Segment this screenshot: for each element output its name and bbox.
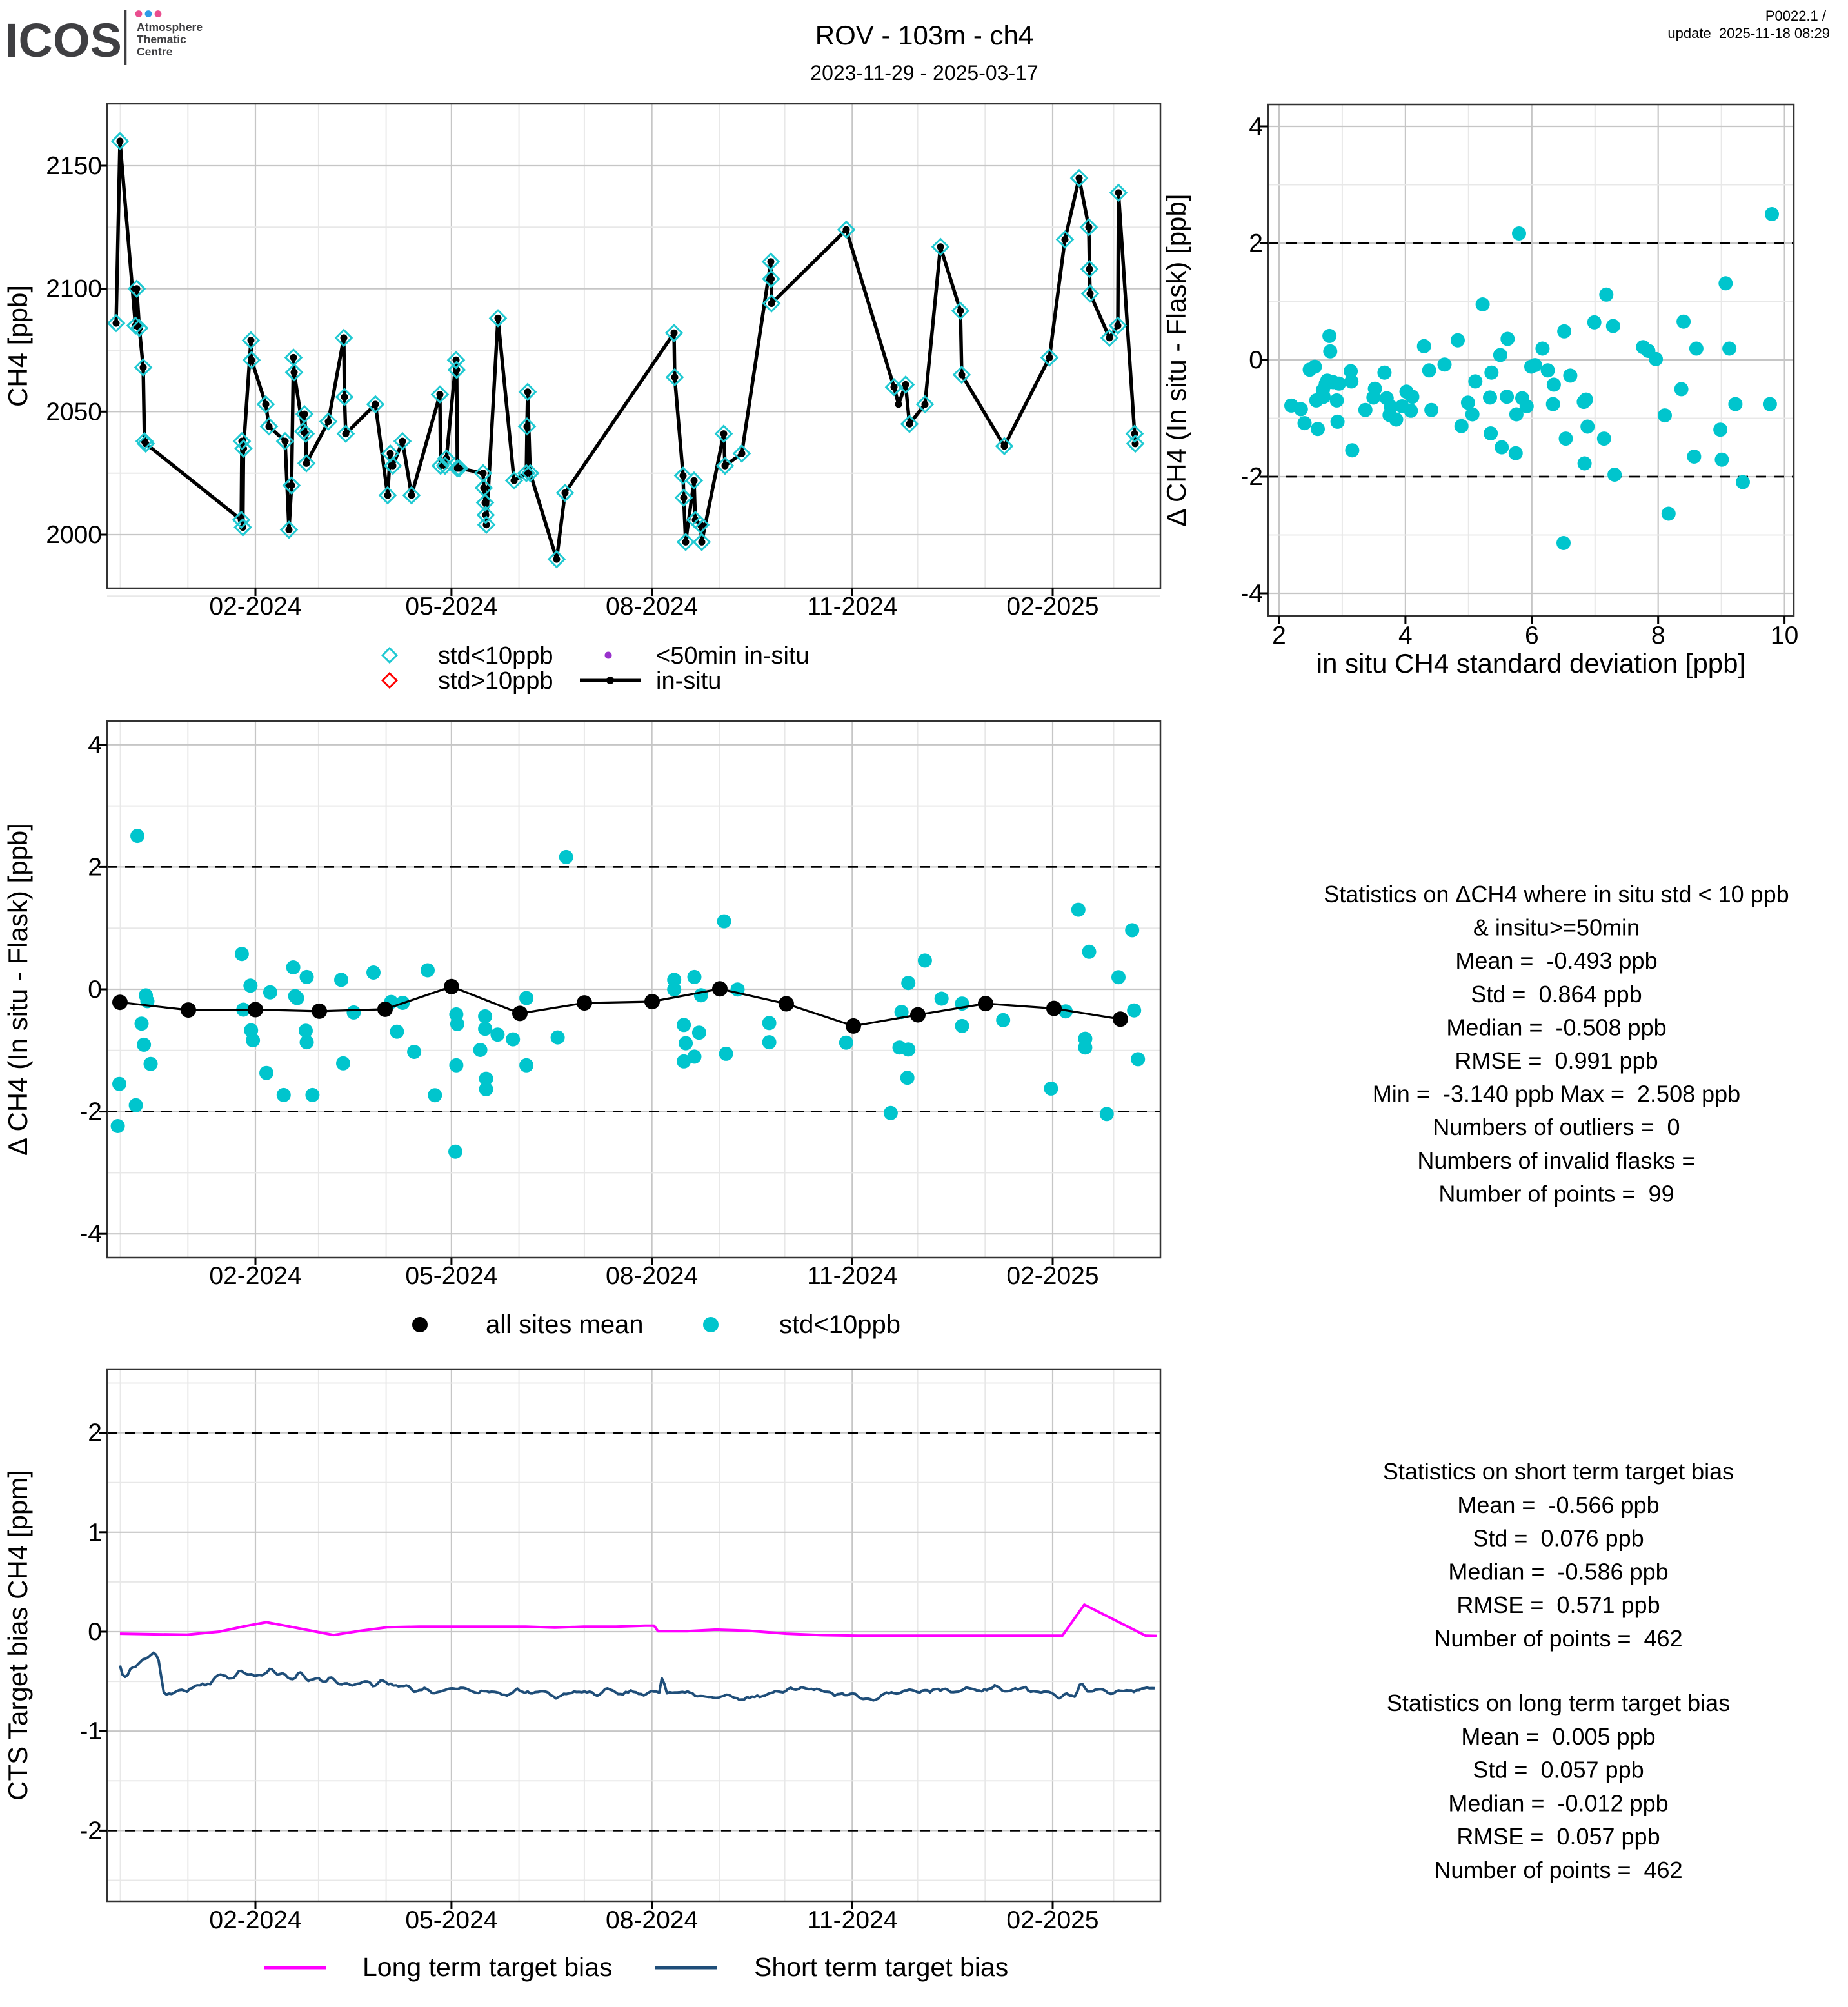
svg-text:Number of points = 462: Number of points = 462 [1434, 1857, 1682, 1883]
svg-text:2000: 2000 [46, 521, 102, 549]
svg-text:RMSE = 0.057 ppb: RMSE = 0.057 ppb [1456, 1823, 1660, 1850]
svg-text:RMSE = 0.571 ppb: RMSE = 0.571 ppb [1456, 1592, 1660, 1618]
svg-text:-1: -1 [79, 1717, 102, 1745]
svg-text:Long term target bias: Long term target bias [363, 1952, 612, 1982]
svg-text:& insitu>=50min: & insitu>=50min [1473, 915, 1640, 941]
svg-text:05-2024: 05-2024 [405, 593, 497, 620]
svg-text:Thematic: Thematic [137, 33, 186, 46]
svg-text:08-2024: 08-2024 [606, 1262, 698, 1290]
svg-text:2050: 2050 [46, 398, 102, 426]
svg-text:02-2025: 02-2025 [1006, 1906, 1098, 1934]
svg-text:11-2024: 11-2024 [807, 593, 897, 620]
svg-text:11-2024: 11-2024 [807, 1262, 897, 1290]
svg-text:all sites mean: all sites mean [486, 1310, 644, 1339]
svg-text:Median = -0.012 ppb: Median = -0.012 ppb [1448, 1790, 1668, 1816]
svg-text:-4: -4 [1240, 580, 1263, 608]
svg-text:Mean = 0.005 ppb: Mean = 0.005 ppb [1461, 1723, 1655, 1750]
svg-text:0: 0 [88, 976, 102, 1004]
svg-text:in-situ: in-situ [656, 667, 721, 695]
svg-text:4: 4 [88, 731, 102, 759]
svg-text:02-2024: 02-2024 [209, 593, 301, 620]
svg-text:Std = 0.864 ppb: Std = 0.864 ppb [1471, 981, 1642, 1007]
svg-text:-2: -2 [79, 1817, 102, 1844]
svg-text:Statistics on short term targe: Statistics on short term target bias [1383, 1458, 1734, 1485]
svg-text:2150: 2150 [46, 152, 102, 180]
svg-text:Median = -0.508 ppb: Median = -0.508 ppb [1446, 1014, 1666, 1040]
svg-text:2: 2 [1249, 230, 1263, 257]
svg-text:Short term target bias: Short term target bias [754, 1952, 1008, 1982]
svg-text:2: 2 [88, 853, 102, 881]
svg-text:Δ CH4 (In situ - Flask) [ppb]: Δ CH4 (In situ - Flask) [ppb] [3, 823, 33, 1156]
svg-text:08-2024: 08-2024 [606, 1906, 698, 1934]
svg-text:4: 4 [1249, 113, 1263, 141]
svg-text:Std = 0.057 ppb: Std = 0.057 ppb [1473, 1757, 1644, 1783]
svg-text:CTS Target bias CH4 [ppm]: CTS Target bias CH4 [ppm] [3, 1470, 33, 1801]
svg-text:4: 4 [1398, 622, 1413, 649]
svg-text:02-2024: 02-2024 [209, 1906, 301, 1934]
svg-text:08-2024: 08-2024 [606, 593, 698, 620]
svg-text:-2: -2 [79, 1098, 102, 1126]
svg-text:std<10ppb: std<10ppb [438, 642, 553, 669]
svg-text:8: 8 [1651, 622, 1665, 649]
svg-text:-4: -4 [79, 1220, 102, 1248]
svg-text:<50min in-situ: <50min in-situ [656, 642, 810, 669]
svg-text:Statistics on ΔCH4 where in si: Statistics on ΔCH4 where in situ std < 1… [1324, 881, 1789, 907]
svg-text:ROV - 103m - ch4: ROV - 103m - ch4 [815, 20, 1033, 50]
svg-text:Atmosphere: Atmosphere [137, 21, 203, 34]
svg-text:02-2024: 02-2024 [209, 1262, 301, 1290]
svg-text:Median = -0.586 ppb: Median = -0.586 ppb [1448, 1558, 1668, 1585]
svg-text:2023-11-29 - 2025-03-17: 2023-11-29 - 2025-03-17 [810, 61, 1038, 84]
svg-text:1: 1 [88, 1519, 102, 1547]
svg-text:0: 0 [88, 1618, 102, 1646]
svg-text:Numbers of outliers = 0: Numbers of outliers = 0 [1433, 1114, 1680, 1140]
svg-text:2: 2 [1272, 622, 1286, 649]
svg-text:Min = -3.140 ppb Max = 2.508: Min = -3.140 ppb Max = 2.508 ppb [1373, 1081, 1740, 1107]
svg-text:05-2024: 05-2024 [405, 1262, 497, 1290]
svg-text:in situ CH4 standard deviation: in situ CH4 standard deviation [ppb] [1316, 648, 1745, 678]
svg-text:02-2025: 02-2025 [1006, 1262, 1098, 1290]
svg-text:0: 0 [1249, 346, 1263, 374]
svg-text:Number of points = 99: Number of points = 99 [1438, 1180, 1674, 1207]
svg-text:Number of points = 462: Number of points = 462 [1434, 1625, 1682, 1652]
svg-text:Mean = -0.566 ppb: Mean = -0.566 ppb [1457, 1492, 1659, 1518]
svg-text:Std = 0.076 ppb: Std = 0.076 ppb [1473, 1525, 1644, 1552]
svg-text:Mean = -0.493 ppb: Mean = -0.493 ppb [1455, 947, 1657, 974]
svg-text:2: 2 [88, 1419, 102, 1447]
svg-text:P0022.1 /: P0022.1 / [1765, 8, 1827, 24]
svg-text:2100: 2100 [46, 275, 102, 303]
svg-text:std<10ppb: std<10ppb [779, 1310, 900, 1339]
svg-text:05-2024: 05-2024 [405, 1906, 497, 1934]
svg-text:Centre: Centre [137, 45, 173, 58]
svg-text:Δ CH4 (In situ - Flask) [ppb]: Δ CH4 (In situ - Flask) [ppb] [1161, 194, 1191, 527]
svg-text:11-2024: 11-2024 [807, 1906, 897, 1934]
svg-text:02-2025: 02-2025 [1006, 593, 1098, 620]
svg-text:Numbers of invalid flasks =: Numbers of invalid flasks = [1417, 1147, 1695, 1174]
svg-text:std>10ppb: std>10ppb [438, 667, 553, 695]
svg-text:Statistics on long term target: Statistics on long term target bias [1387, 1690, 1730, 1716]
svg-text:update 2025-11-18 08:29: update 2025-11-18 08:29 [1667, 25, 1830, 41]
svg-text:6: 6 [1525, 622, 1539, 649]
svg-text:CH4 [ppb]: CH4 [ppb] [3, 285, 33, 407]
svg-text:10: 10 [1771, 622, 1798, 649]
svg-text:RMSE = 0.991 ppb: RMSE = 0.991 ppb [1455, 1047, 1658, 1074]
svg-text:-2: -2 [1240, 463, 1263, 491]
svg-text:ICOS: ICOS [5, 14, 122, 67]
